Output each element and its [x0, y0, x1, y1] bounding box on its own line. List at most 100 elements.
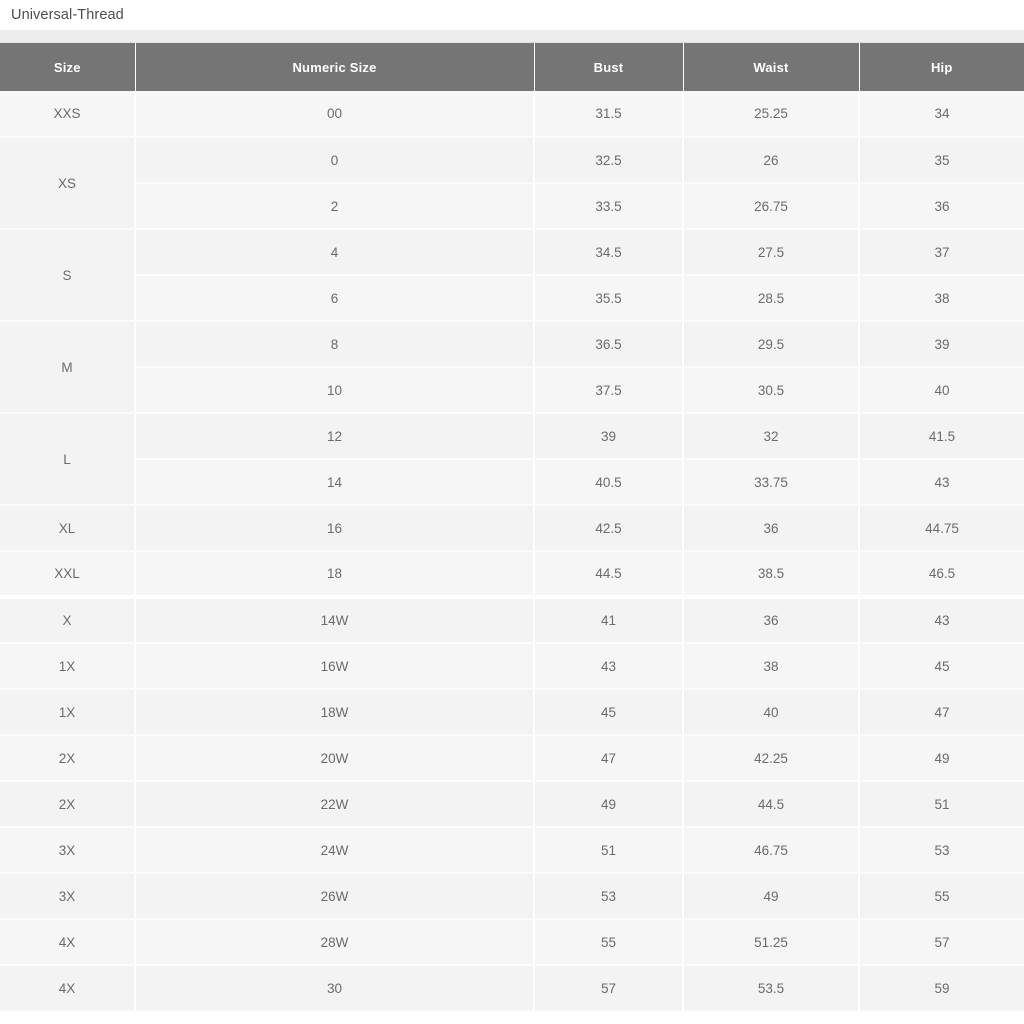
cell-waist: 40 — [683, 689, 860, 736]
table-row: 1X 16W 43 38 45 — [0, 643, 1024, 690]
cell-size: 4X — [0, 965, 136, 1012]
cell-numeric: 20W — [135, 735, 535, 782]
cell-size: M — [0, 321, 136, 414]
cell-hip: 38 — [859, 275, 1024, 322]
cell-waist: 28.5 — [683, 275, 860, 322]
cell-numeric: 12 — [135, 413, 535, 460]
table-header-row: Size Numeric Size Bust Waist Hip — [0, 43, 1024, 91]
table-row: X 14W 41 36 43 — [0, 595, 1024, 644]
table-row: XXS 00 31.5 25.25 34 — [0, 91, 1024, 138]
cell-hip: 44.75 — [859, 505, 1024, 552]
cell-bust: 33.5 — [534, 183, 684, 230]
cell-waist: 32 — [683, 413, 860, 460]
cell-waist: 36 — [683, 505, 860, 552]
cell-numeric: 6 — [135, 275, 535, 322]
cell-size: XXL — [0, 551, 136, 598]
cell-waist: 27.5 — [683, 229, 860, 276]
cell-size: 3X — [0, 827, 136, 874]
cell-hip: 46.5 — [859, 551, 1024, 598]
cell-waist: 42.25 — [683, 735, 860, 782]
table-row: 2X 22W 49 44.5 51 — [0, 781, 1024, 828]
size-chart-table: Size Numeric Size Bust Waist Hip XXS 00 31.5 25… — [0, 43, 1024, 1012]
cell-hip: 47 — [859, 689, 1024, 736]
cell-bust: 34.5 — [534, 229, 684, 276]
cell-numeric: 8 — [135, 321, 535, 368]
column-header-waist[interactable]: Waist — [682, 43, 860, 91]
cell-numeric: 00 — [135, 91, 535, 138]
cell-hip: 55 — [859, 873, 1024, 920]
table-row: XS 0 32.5 26 35 — [0, 137, 1024, 230]
cell-waist: 38 — [683, 643, 860, 690]
table-row: 10 37.5 30.5 40 — [0, 367, 1024, 414]
cell-bust: 55 — [534, 919, 684, 966]
cell-numeric: 14 — [135, 459, 535, 506]
cell-numeric: 4 — [135, 229, 535, 276]
cell-hip: 59 — [859, 965, 1024, 1012]
cell-waist: 38.5 — [683, 551, 860, 598]
column-header-size[interactable]: Size — [0, 43, 136, 91]
cell-size: XXS — [0, 91, 136, 138]
cell-size: 2X — [0, 781, 136, 828]
cell-size: 3X — [0, 873, 136, 920]
cell-hip: 43 — [859, 595, 1024, 644]
cell-numeric: 2 — [135, 183, 535, 230]
table-row: 2X 20W 47 42.25 49 — [0, 735, 1024, 782]
table-row: M 8 36.5 29.5 39 — [0, 321, 1024, 414]
cell-hip: 39 — [859, 321, 1024, 368]
table-row: 1X 18W 45 40 47 — [0, 689, 1024, 736]
cell-bust: 40.5 — [534, 459, 684, 506]
cell-waist: 53.5 — [683, 965, 860, 1012]
cell-bust: 35.5 — [534, 275, 684, 322]
cell-numeric: 0 — [135, 137, 535, 184]
table-row: 3X 26W 53 49 55 — [0, 873, 1024, 920]
cell-size: 1X — [0, 643, 136, 690]
cell-size: X — [0, 595, 136, 644]
cell-waist: 29.5 — [683, 321, 860, 368]
cell-bust: 44.5 — [534, 551, 684, 598]
cell-size: 2X — [0, 735, 136, 782]
table-row: 6 35.5 28.5 38 — [0, 275, 1024, 322]
cell-bust: 45 — [534, 689, 684, 736]
cell-hip: 49 — [859, 735, 1024, 782]
cell-waist: 33.75 — [683, 459, 860, 506]
table-row: XXL 18 44.5 38.5 46.5 — [0, 551, 1024, 598]
column-header-numeric[interactable]: Numeric Size — [134, 43, 535, 91]
cell-numeric: 30 — [135, 965, 535, 1012]
cell-size: XS — [0, 137, 136, 230]
cell-waist: 36 — [683, 595, 860, 644]
cell-hip: 35 — [859, 137, 1024, 184]
table-body: XXS 00 31.5 25.25 34 XS 0 32.5 26 35 2 33.5 26.75 36 S… — [0, 91, 1024, 1012]
cell-hip: 53 — [859, 827, 1024, 874]
cell-bust: 43 — [534, 643, 684, 690]
cell-size: L — [0, 413, 136, 506]
cell-waist: 30.5 — [683, 367, 860, 414]
cell-waist: 26.75 — [683, 183, 860, 230]
column-header-bust[interactable]: Bust — [533, 43, 684, 91]
page-title-bar: Universal-Thread — [0, 0, 1024, 30]
cell-numeric: 10 — [135, 367, 535, 414]
cell-numeric: 24W — [135, 827, 535, 874]
cell-numeric: 28W — [135, 919, 535, 966]
cell-bust: 47 — [534, 735, 684, 782]
cell-numeric: 16 — [135, 505, 535, 552]
cell-numeric: 26W — [135, 873, 535, 920]
cell-hip: 36 — [859, 183, 1024, 230]
table-row: 3X 24W 51 46.75 53 — [0, 827, 1024, 874]
cell-hip: 57 — [859, 919, 1024, 966]
cell-size: XL — [0, 505, 136, 552]
cell-bust: 41 — [534, 595, 684, 644]
table-row: XL 16 42.5 36 44.75 — [0, 505, 1024, 552]
table-row: S 4 34.5 27.5 37 — [0, 229, 1024, 322]
cell-waist: 25.25 — [683, 91, 860, 138]
cell-waist: 51.25 — [683, 919, 860, 966]
cell-hip: 51 — [859, 781, 1024, 828]
cell-bust: 49 — [534, 781, 684, 828]
column-header-hip[interactable]: Hip — [858, 43, 1024, 91]
cell-bust: 57 — [534, 965, 684, 1012]
title-divider-strip — [0, 30, 1024, 43]
cell-waist: 46.75 — [683, 827, 860, 874]
table-row: L 12 39 32 41.5 — [0, 413, 1024, 506]
cell-bust: 36.5 — [534, 321, 684, 368]
cell-numeric: 14W — [135, 595, 535, 644]
